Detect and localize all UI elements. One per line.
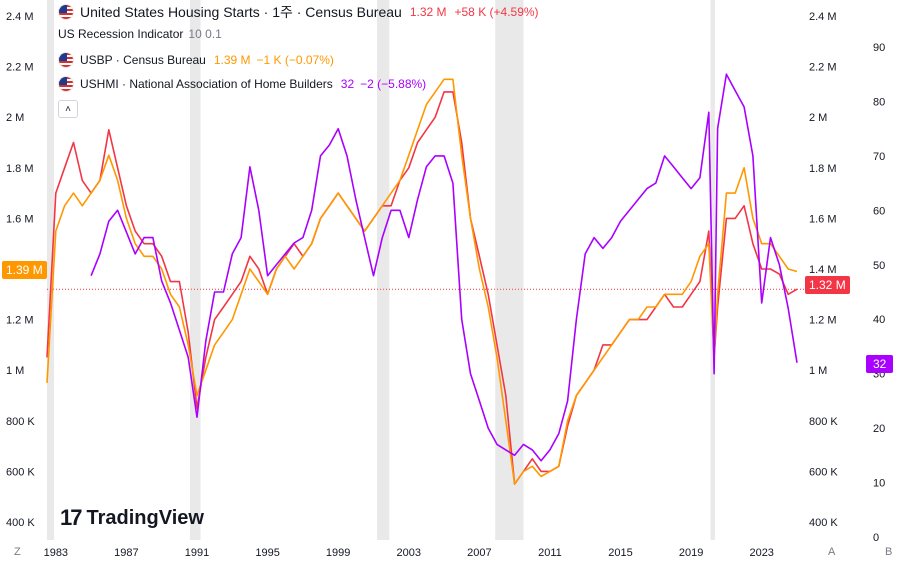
legend-hmi[interactable]: USHMI · National Association of Home Bui… bbox=[58, 76, 426, 92]
x-axis-tick: 2023 bbox=[749, 547, 773, 559]
log-scale-button[interactable]: B bbox=[885, 546, 893, 558]
right-axis-tick: 40 bbox=[873, 314, 885, 326]
recession-band bbox=[377, 0, 390, 540]
right-axis-tick: 0 bbox=[873, 532, 879, 544]
main-series-title: United States Housing Starts · 1주 · Cens… bbox=[80, 4, 402, 20]
hmi-change: −2 (−5.88%) bbox=[360, 77, 427, 91]
mid-price-axis[interactable]: 400 K 600 K 800 K 1 M 1.2 M 1.4 M 1.6 M 1.8 M 2 … bbox=[809, 11, 838, 529]
right-axis-tick: 60 bbox=[873, 205, 885, 217]
chevron-up-icon: ˄ bbox=[65, 103, 71, 115]
left-axis-tick: 2.4 M bbox=[6, 11, 34, 23]
left-axis-tick: 800 K bbox=[6, 416, 35, 428]
hmi-title: USHMI · National Association of Home Bui… bbox=[80, 77, 333, 91]
x-axis-tick: 2019 bbox=[679, 547, 703, 559]
series-line-nahb-hmi-ushmi bbox=[90, 73, 798, 462]
x-axis-tick: 2015 bbox=[608, 547, 632, 559]
recession-band bbox=[47, 0, 55, 540]
time-axis[interactable]: 1983 1987 1991 1995 1999 2003 2007 2011 2015 2019… bbox=[44, 547, 774, 559]
left-axis-tick: 1.2 M bbox=[6, 315, 34, 327]
legend-main-series[interactable]: United States Housing Starts · 1주 · Cens… bbox=[58, 2, 539, 22]
x-axis-tick: 1987 bbox=[114, 547, 138, 559]
x-axis-tick: 2007 bbox=[467, 547, 491, 559]
mid-axis-tick: 1.4 M bbox=[809, 264, 837, 276]
legend-permits[interactable]: USBP · Census Bureau 1.39 M −1 K (−0.07%… bbox=[58, 52, 334, 68]
tradingview-logo-text: TradingView bbox=[86, 506, 204, 529]
us-flag-icon bbox=[58, 52, 74, 68]
hmi-price-badge: 32 bbox=[866, 355, 894, 373]
mid-axis-tick: 2.4 M bbox=[809, 11, 837, 23]
left-axis-tick: 1.6 M bbox=[6, 213, 34, 225]
mid-axis-tick: 1.2 M bbox=[809, 315, 837, 327]
starts-price-badge: 1.32 M bbox=[805, 276, 850, 294]
right-axis-tick: 90 bbox=[873, 42, 885, 54]
x-axis-tick: 2011 bbox=[538, 547, 562, 559]
right-axis-tick: 50 bbox=[873, 260, 885, 272]
mid-axis-tick: 2.2 M bbox=[809, 62, 837, 74]
mid-axis-tick: 400 K bbox=[809, 517, 838, 529]
permits-price-badge: 1.39 M bbox=[2, 261, 47, 279]
main-series-value: 1.32 M bbox=[409, 5, 447, 19]
tradingview-logo[interactable]: 17 TradingView bbox=[60, 505, 204, 531]
left-axis-tick: 2.2 M bbox=[6, 62, 34, 74]
auto-scale-button[interactable]: A bbox=[828, 546, 836, 558]
left-axis-tick: 2 M bbox=[6, 112, 24, 124]
permits-change: −1 K (−0.07%) bbox=[256, 53, 334, 67]
right-axis-tick: 70 bbox=[873, 151, 885, 163]
x-axis-tick: 1999 bbox=[326, 547, 350, 559]
mid-axis-tick: 1 M bbox=[809, 365, 827, 377]
recession-value: 10 0.1 bbox=[188, 27, 222, 41]
series-lines bbox=[46, 73, 798, 485]
left-axis-tick: 400 K bbox=[6, 517, 35, 529]
main-series-change: +58 K (+4.59%) bbox=[454, 5, 539, 19]
right-axis-tick: 20 bbox=[873, 423, 885, 435]
x-axis-tick: 1991 bbox=[185, 547, 209, 559]
recession-band bbox=[189, 0, 201, 540]
mid-axis-tick: 1.8 M bbox=[809, 163, 837, 175]
mid-axis-tick: 2 M bbox=[809, 112, 827, 124]
permits-value: 1.39 M bbox=[213, 53, 251, 67]
us-flag-icon bbox=[58, 4, 74, 20]
left-axis-tick: 600 K bbox=[6, 466, 35, 478]
x-axis-tick: 1983 bbox=[44, 547, 68, 559]
series-line-building-permits-usbp bbox=[46, 78, 798, 485]
hmi-value: 32 bbox=[340, 77, 355, 91]
legend: United States Housing Starts · 1주 · Cens… bbox=[0, 0, 539, 120]
x-axis-tick: 2003 bbox=[397, 547, 421, 559]
right-axis-tick: 10 bbox=[873, 478, 885, 490]
right-axis-tick: 80 bbox=[873, 96, 885, 108]
x-axis-tick: 1995 bbox=[255, 547, 279, 559]
timezone-button[interactable]: Z bbox=[14, 546, 21, 558]
left-axis-tick: 1.8 M bbox=[6, 163, 34, 175]
series-line-housing-starts bbox=[46, 91, 798, 485]
mid-axis-tick: 800 K bbox=[809, 416, 838, 428]
permits-title: USBP · Census Bureau bbox=[80, 53, 206, 67]
legend-collapse-button[interactable]: ˄ bbox=[58, 100, 78, 118]
us-flag-icon bbox=[58, 76, 74, 92]
recession-title: US Recession Indicator bbox=[58, 27, 184, 41]
mid-axis-tick: 1.6 M bbox=[809, 213, 837, 225]
left-axis-tick: 1 M bbox=[6, 365, 24, 377]
legend-recession[interactable]: US Recession Indicator 10 0.1 bbox=[58, 27, 222, 41]
tradingview-logo-icon: 17 bbox=[60, 505, 83, 530]
mid-axis-tick: 600 K bbox=[809, 466, 838, 478]
